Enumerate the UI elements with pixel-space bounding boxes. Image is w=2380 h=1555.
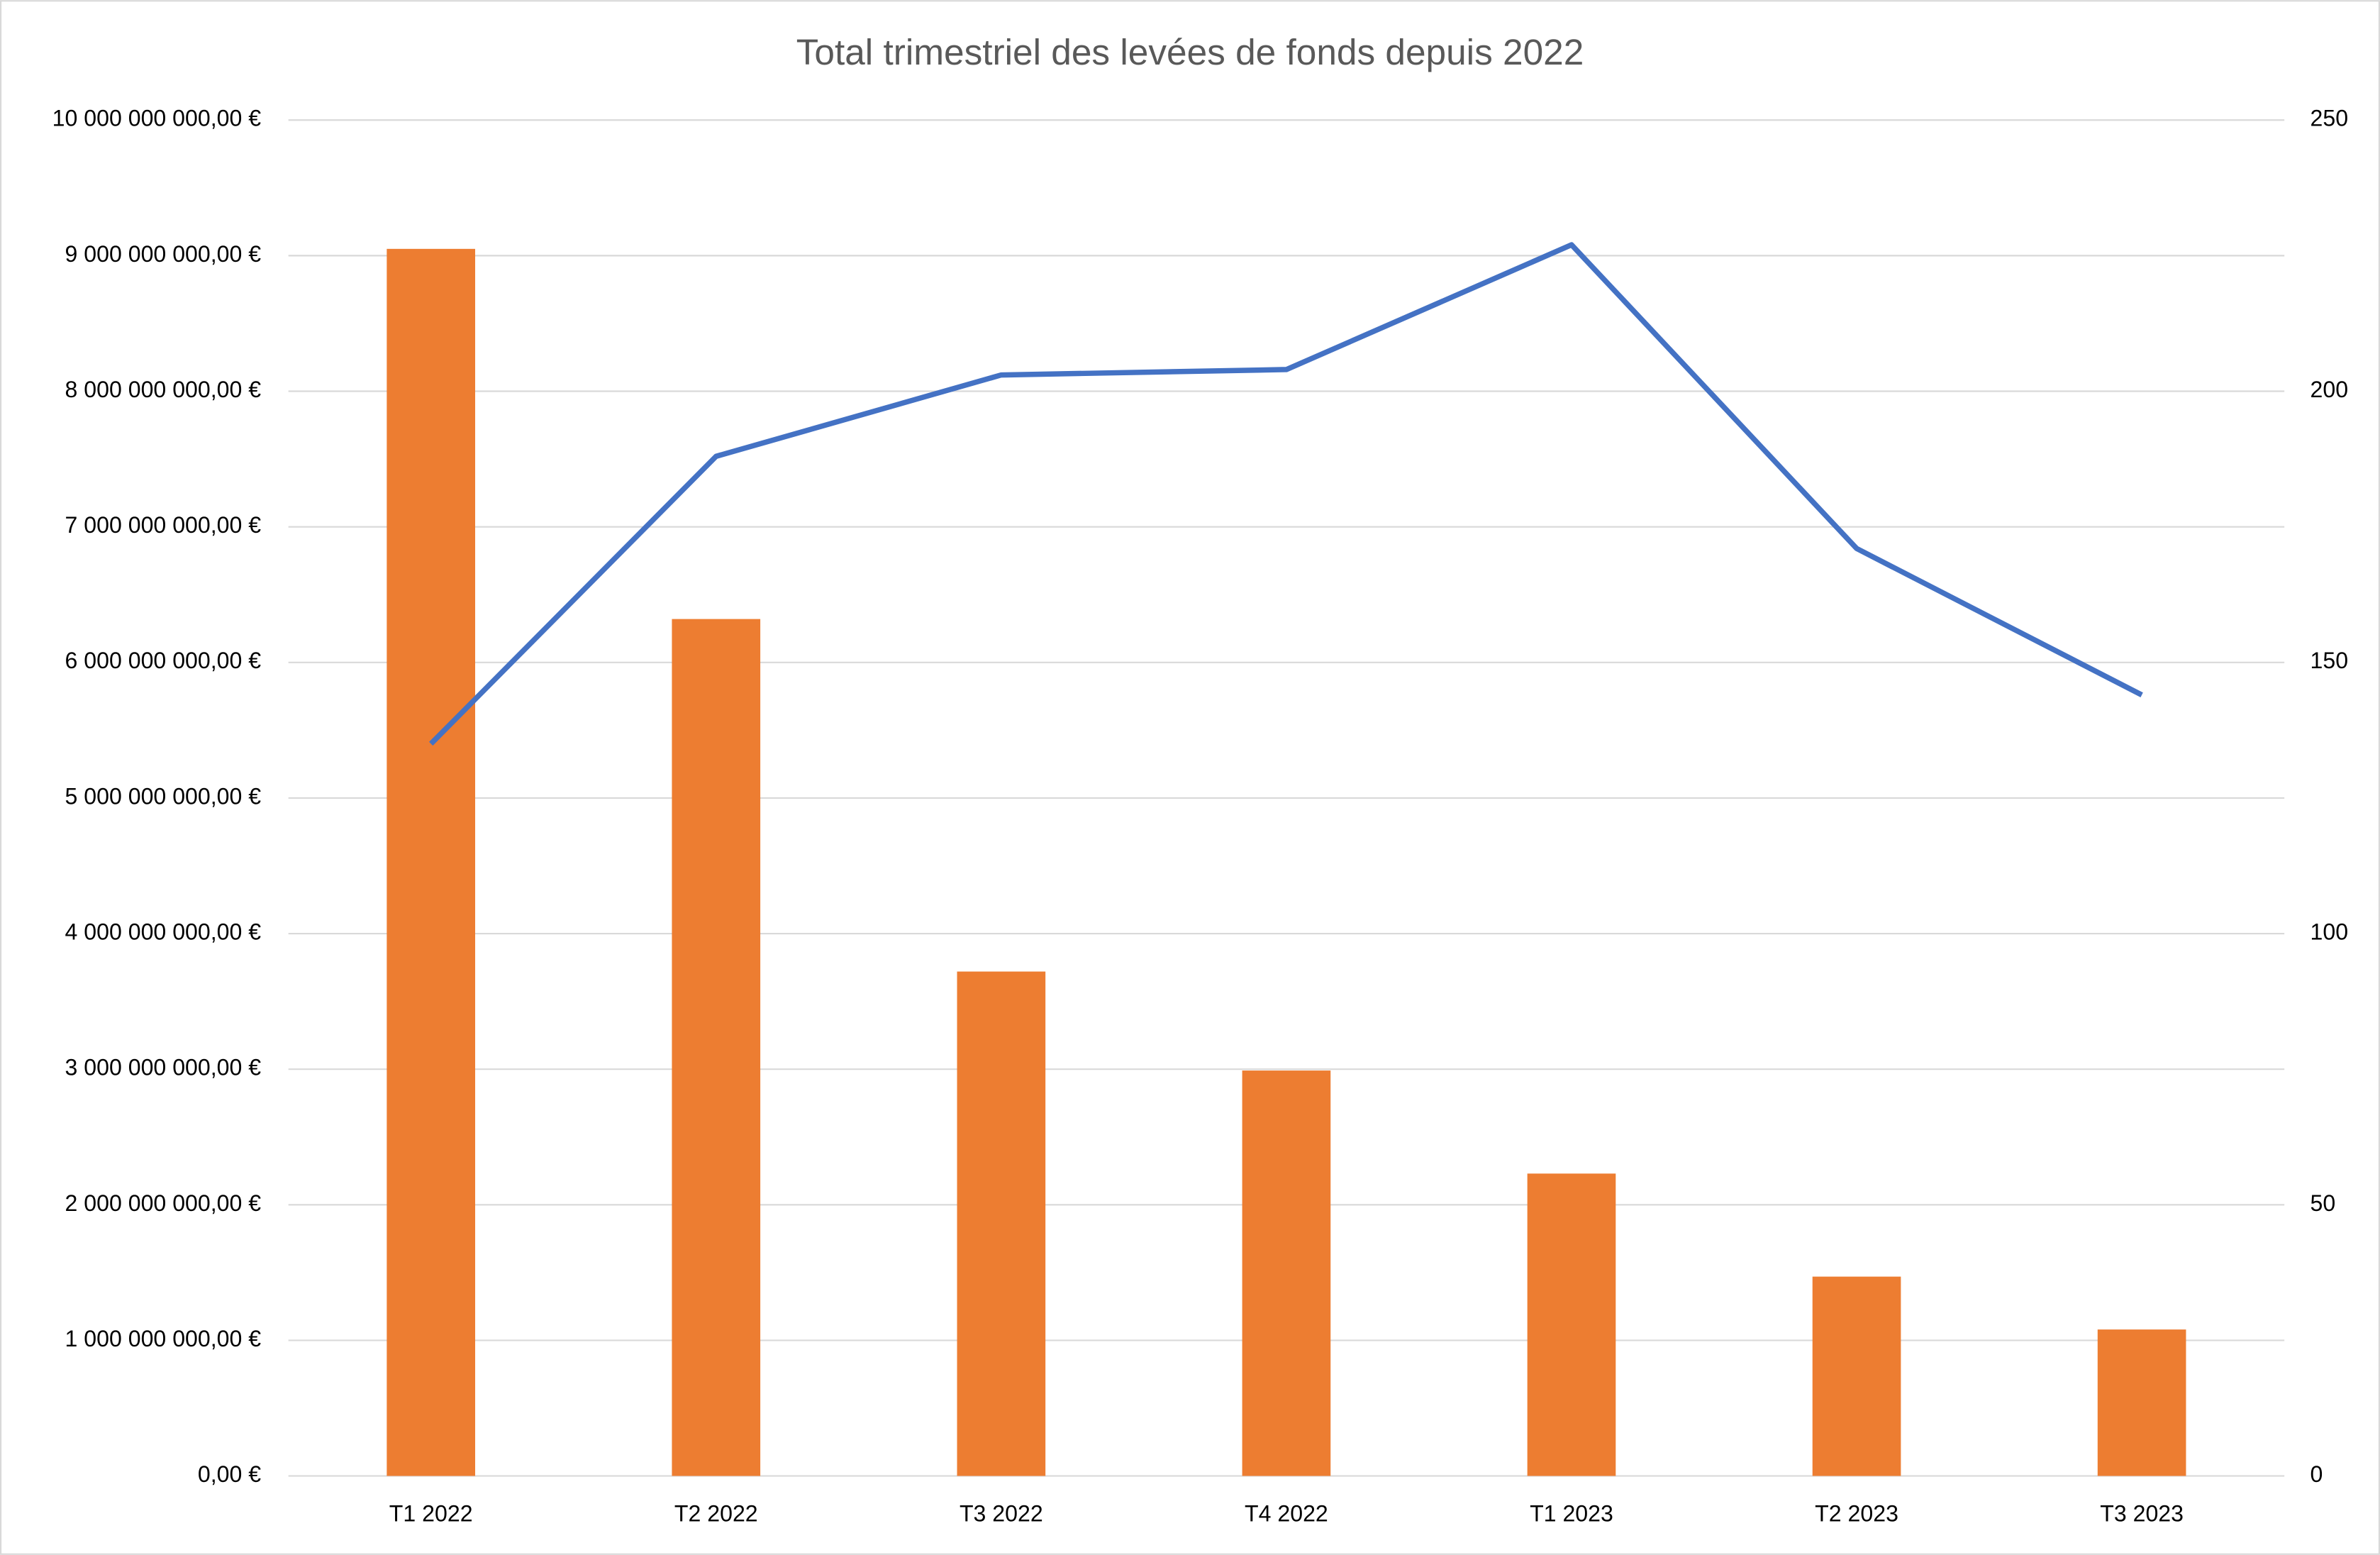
y-tick-label: 1 000 000 000,00 € — [65, 1326, 262, 1351]
line — [429, 242, 2143, 746]
y-tick-label: 9 000 000 000,00 € — [65, 241, 262, 267]
x-tick-label: T1 2023 — [1530, 1501, 1613, 1527]
bar — [387, 248, 476, 1476]
x-tick-label: T3 2022 — [960, 1501, 1043, 1527]
y-tick-label: 8 000 000 000,00 € — [65, 377, 262, 402]
bar — [672, 619, 761, 1476]
y-tick-label: 10 000 000 000,00 € — [52, 106, 262, 131]
bar — [2097, 1329, 2186, 1476]
bar — [1242, 1070, 1331, 1476]
bar — [1812, 1276, 1901, 1476]
y2-tick-label: 100 — [2311, 919, 2349, 945]
y-tick-label: 7 000 000 000,00 € — [65, 512, 262, 538]
y2-tick-label: 0 — [2311, 1461, 2323, 1487]
y2-tick-label: 250 — [2311, 106, 2349, 131]
y2-tick-label: 150 — [2311, 648, 2349, 673]
bar — [1527, 1173, 1616, 1476]
y-tick-label: 4 000 000 000,00 € — [65, 919, 262, 945]
y-tick-label: 6 000 000 000,00 € — [65, 648, 262, 673]
bar — [957, 971, 1046, 1476]
x-tick-label: T2 2023 — [1815, 1501, 1898, 1527]
y-tick-label: 2 000 000 000,00 € — [65, 1190, 262, 1216]
y-tick-label: 5 000 000 000,00 € — [65, 783, 262, 809]
y2-tick-label: 200 — [2311, 377, 2349, 402]
x-tick-label: T1 2022 — [389, 1501, 473, 1527]
y-tick-label: 3 000 000 000,00 € — [65, 1055, 262, 1080]
y-tick-label: 0,00 € — [198, 1461, 261, 1487]
x-tick-label: T2 2022 — [674, 1501, 758, 1527]
x-tick-label: T4 2022 — [1245, 1501, 1328, 1527]
y2-tick-label: 50 — [2311, 1190, 2336, 1216]
x-tick-label: T3 2023 — [2100, 1501, 2184, 1527]
chart-title: Total trimestriel des levées de fonds de… — [796, 32, 1584, 72]
